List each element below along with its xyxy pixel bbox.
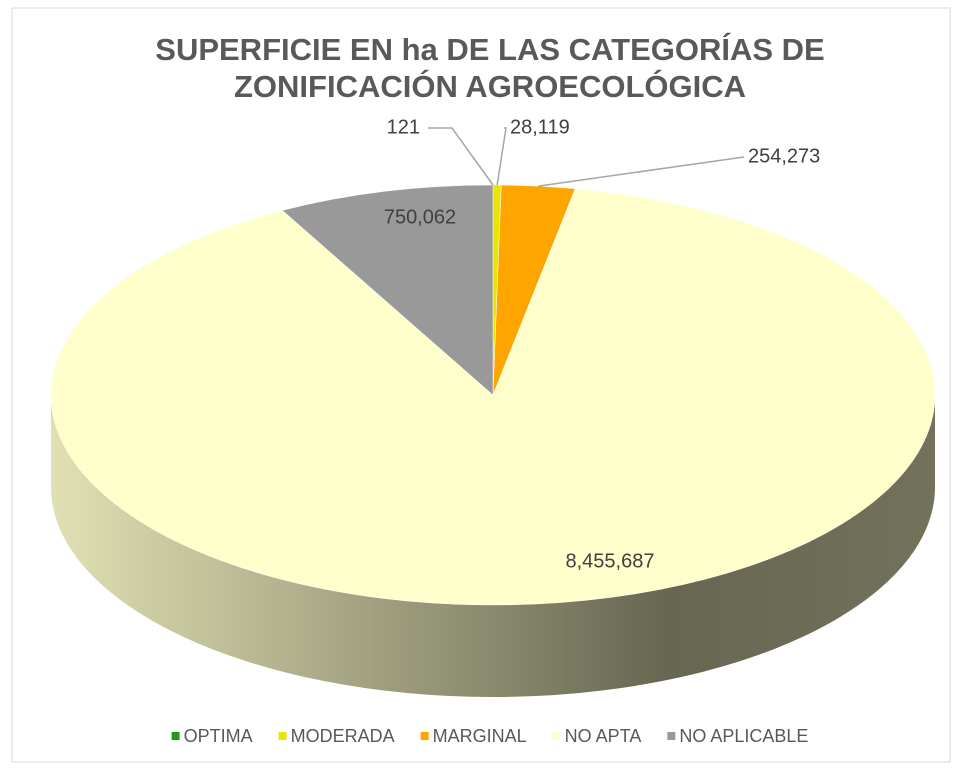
legend-swatch (171, 732, 180, 740)
pie-side-shade (51, 395, 935, 697)
data-label: 8,455,687 (566, 550, 655, 572)
pie-slice (281, 184, 494, 396)
pie-slice (50, 188, 936, 606)
legend-swatch (552, 732, 561, 740)
data-label: 254,273 (748, 145, 820, 167)
legend-swatch (278, 732, 287, 740)
legend-label: OPTIMA (184, 726, 253, 746)
leader-line (538, 156, 745, 187)
data-label: 28,119 (510, 116, 570, 138)
chart-title: ZONIFICACIÓN AGROECOLÓGICA (234, 68, 746, 104)
legend-label: MODERADA (291, 726, 395, 746)
legend-label: NO APLICABLE (679, 726, 808, 746)
chart-title: SUPERFICIE EN ha DE LAS CATEGORÍAS DE (155, 32, 824, 67)
legend-swatch (420, 732, 429, 740)
legend-label: NO APTA (565, 726, 642, 746)
leader-line (496, 127, 507, 186)
leader-line (428, 127, 494, 186)
data-label: 121 (387, 116, 420, 138)
data-label: 750,062 (384, 206, 456, 228)
legend-swatch (667, 732, 676, 740)
legend-label: MARGINAL (433, 726, 527, 746)
